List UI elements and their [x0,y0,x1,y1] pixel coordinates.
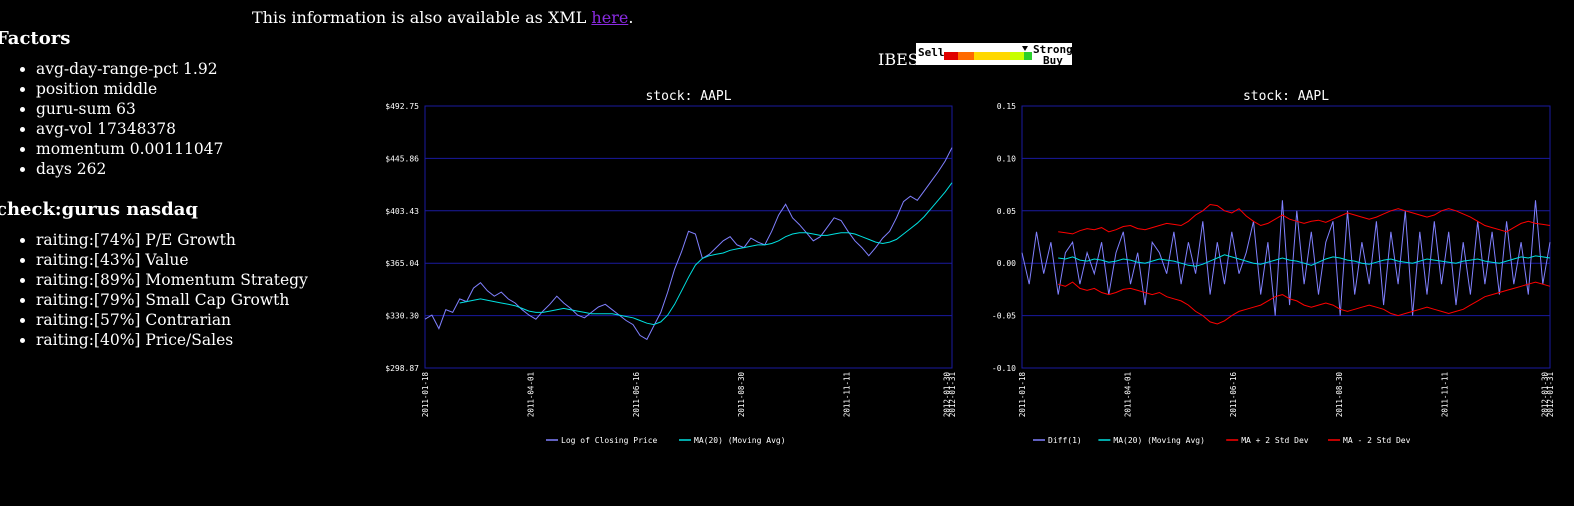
x-tick-label: 2011-08-30 [1335,372,1344,418]
gurus-list: raiting:[74%] P/E Growth raiting:[43%] V… [0,230,326,350]
gauge-sell-label: Sell [918,46,945,59]
legend-label: Log of Closing Price [561,436,658,445]
gauge-segment [1010,52,1024,60]
legend-label: MA - 2 Std Dev [1343,436,1411,445]
plot-frame [1022,106,1550,368]
factor-item: days 262 [36,159,326,179]
y-tick-label: -0.10 [992,364,1016,373]
series-line [1058,205,1550,234]
guru-item: raiting:[40%] Price/Sales [36,330,326,350]
x-tick-label: 2011-11-11 [843,372,852,417]
x-tick-label: 2011-06-16 [632,372,641,418]
legend-label: MA(20) (Moving Avg) [1113,436,1205,445]
x-tick-label: 2012-01-31 [948,372,957,417]
x-tick-label: 2011-01-18 [1018,372,1027,418]
guru-item: raiting:[74%] P/E Growth [36,230,326,250]
y-tick-label: $365.04 [385,259,419,268]
guru-item: raiting:[43%] Value [36,250,326,270]
gauge-segment [944,52,958,60]
y-tick-label: $445.86 [385,154,419,163]
factor-item: avg-day-range-pct 1.92 [36,59,326,79]
price-chart: stock: AAPL $492.75 $445.86 $403.43 $365.04 $… [370,84,960,454]
chart-title: stock: AAPL [645,89,731,104]
factor-item: guru-sum 63 [36,99,326,119]
y-tick-label: -0.05 [992,312,1016,321]
xml-note-suffix: . [628,8,633,27]
sidebar: Factors avg-day-range-pct 1.92 position … [0,24,326,370]
series-line [1058,255,1550,266]
gauge-segment [1024,52,1032,60]
x-tick-label: 2011-04-01 [526,372,535,417]
factor-item: momentum 0.00111047 [36,139,326,159]
diff-chart: stock: AAPL0.150.100.050.00-0.05-0.10201… [966,84,1566,454]
y-tick-label: 0.15 [997,102,1016,111]
factors-list: avg-day-range-pct 1.92 position middle g… [0,59,326,179]
legend-label: Diff(1) [1048,436,1082,445]
gauge-segment [958,52,974,60]
x-tick-label: 2011-11-11 [1440,372,1449,417]
y-tick-label: $298.87 [385,364,419,373]
x-tick-label: 2011-04-01 [1124,372,1133,417]
factors-heading: Factors [0,28,326,49]
x-tick-label: 2011-01-18 [421,372,430,418]
plot-frame [425,106,952,368]
legend-label: MA + 2 Std Dev [1241,436,1309,445]
chart-title: stock: AAPL [1243,89,1329,104]
series-line [425,148,952,340]
y-tick-label: $403.43 [385,207,419,216]
gurus-heading: check:gurus nasdaq [0,199,326,220]
x-tick-label: 2011-08-30 [737,372,746,418]
xml-link[interactable]: here [591,8,628,27]
factor-item: position middle [36,79,326,99]
y-tick-label: 0.10 [997,154,1016,163]
guru-item: raiting:[89%] Momentum Strategy [36,270,326,290]
ibes-gauge: Sell Strong Buy [916,43,1072,65]
y-tick-label: $330.30 [385,312,419,321]
guru-item: raiting:[79%] Small Cap Growth [36,290,326,310]
gauge-segment [974,52,1010,60]
guru-item: raiting:[57%] Contrarian [36,310,326,330]
series-line [1058,282,1550,324]
series-line [460,183,952,325]
factor-item: avg-vol 17348378 [36,119,326,139]
y-tick-label: 0.00 [997,259,1016,268]
x-tick-label: 2011-06-16 [1229,372,1238,418]
x-tick-label: 2012-01-31 [1546,372,1555,417]
legend-label: MA(20) (Moving Avg) [694,436,786,445]
y-tick-label: $492.75 [385,102,419,111]
gauge-buy-label: Buy [1043,54,1063,65]
y-tick-label: 0.05 [997,207,1016,216]
